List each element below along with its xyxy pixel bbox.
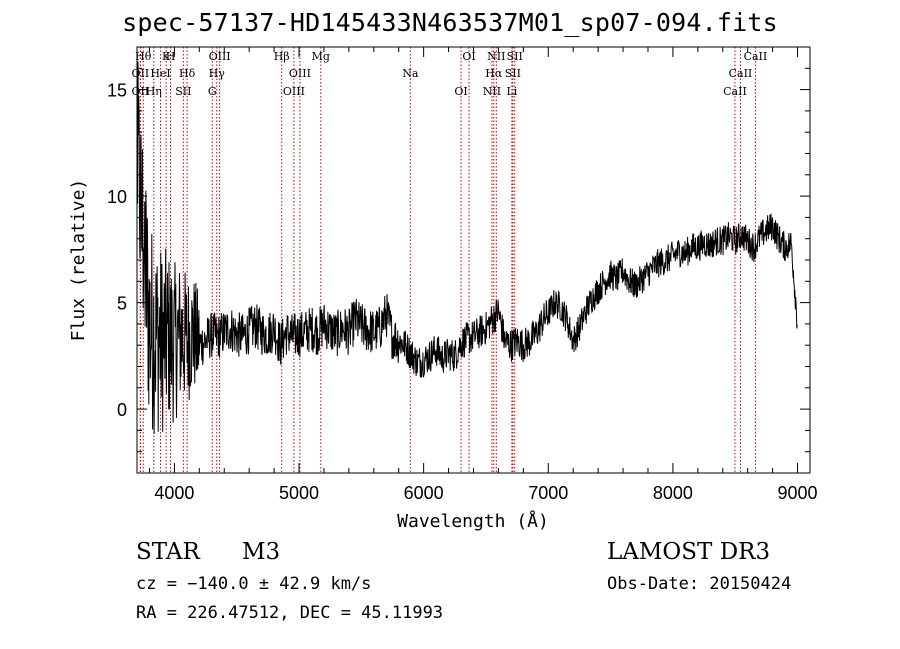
marker-label: OIII [209, 50, 231, 63]
marker-label: OII [132, 67, 150, 80]
marker-label: NII [487, 50, 505, 63]
marker-label: CaII [744, 50, 768, 63]
marker-label: OIII [283, 85, 305, 98]
marker-label: CaII [723, 85, 747, 98]
marker-label: SII [505, 67, 521, 80]
y-tick-label: 15 [107, 81, 127, 101]
survey-name: LAMOST DR3 [607, 539, 771, 565]
marker-label: SII [175, 85, 191, 98]
y-tick-label: 0 [117, 400, 127, 420]
x-axis: 4000 5000 6000 7000 8000 9000 [148, 47, 818, 503]
x-tick-label: 5000 [279, 483, 319, 503]
marker-label: OIII [289, 67, 311, 80]
marker-label: Hη [146, 85, 162, 98]
line-marker-lines [139, 47, 756, 473]
x-tick-label: 7000 [528, 483, 568, 503]
marker-label: Li [506, 85, 517, 98]
marker-label: H [166, 50, 176, 63]
object-subclass: M3 [242, 539, 281, 565]
x-axis-label: Wavelength (Å) [397, 510, 549, 532]
marker-label: Mg [312, 50, 330, 63]
marker-label: Hβ [274, 50, 290, 63]
marker-label: Hα [485, 67, 503, 80]
marker-label: CaII [729, 67, 753, 80]
marker-label: Na [402, 67, 419, 80]
marker-label: Hθ [135, 50, 152, 63]
x-tick-label: 4000 [154, 483, 194, 503]
y-axis-label: Flux (relative) [68, 179, 89, 342]
redshift-value: cz = −140.0 ± 42.9 km/s [136, 574, 372, 594]
marker-label: K [162, 50, 171, 63]
coordinates: RA = 226.47512, DEC = 45.11993 [136, 603, 444, 623]
x-tick-label: 9000 [778, 483, 818, 503]
observation-date: Obs-Date: 20150424 [607, 574, 792, 594]
marker-label: OI [454, 85, 467, 98]
x-tick-label: 8000 [653, 483, 693, 503]
x-tick-label: 6000 [404, 483, 444, 503]
marker-label: OII [132, 85, 150, 98]
y-tick-label: 5 [117, 294, 127, 314]
object-class: STAR [136, 539, 200, 565]
line-marker-labels: HθOIIOIIKHeIHηHHδSIIOIIIHγGHβOIIIOIIIMgN… [132, 50, 768, 98]
marker-label: OI [462, 50, 475, 63]
marker-label: Hγ [209, 67, 226, 80]
marker-label: Hδ [179, 67, 196, 80]
y-tick-label: 10 [107, 187, 127, 207]
marker-label: HeI [150, 67, 170, 80]
y-axis: 0 5 10 15 [107, 67, 810, 453]
chart-title: spec-57137-HD145433N463537M01_sp07-094.f… [122, 8, 778, 37]
spectrum-line [137, 61, 798, 435]
marker-label: NII [483, 85, 501, 98]
plot-frame [136, 46, 811, 474]
marker-label: SII [507, 50, 523, 63]
marker-label: G [208, 85, 217, 98]
